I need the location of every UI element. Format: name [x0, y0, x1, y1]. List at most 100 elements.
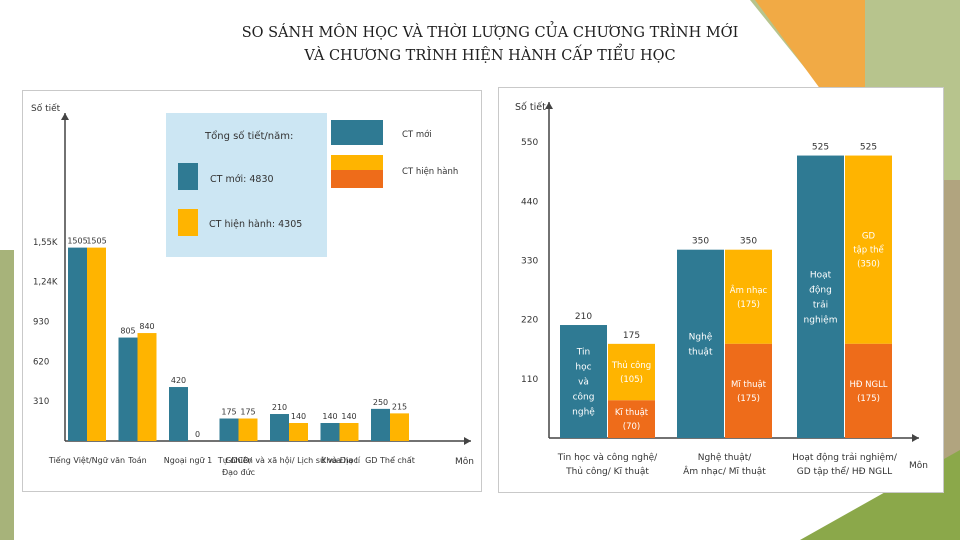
- bar-new-text: học: [575, 363, 591, 373]
- bar-new-text: nghệ: [572, 407, 595, 418]
- merged-subjects-stacked-chart: Số tiết Môn 110 220 330 440 550 210 Tin học và công…: [515, 102, 928, 477]
- y-tick-label: 310: [33, 397, 49, 407]
- data-label-current: 175: [240, 408, 255, 417]
- y-tick-label: 1,24K: [33, 278, 58, 288]
- x-category-label: Khoa học: [321, 456, 358, 465]
- bar-current: [87, 247, 106, 441]
- bar-current: [339, 423, 359, 441]
- bar-current-text: (105): [620, 375, 643, 385]
- legend-heading: Tổng số tiết/năm:: [204, 129, 293, 142]
- data-label-current: 1505: [86, 237, 106, 246]
- y-axis-arrow: [545, 102, 553, 109]
- data-label-current: 0: [195, 430, 200, 439]
- legend-current-swatch: [331, 155, 383, 170]
- x-category-label: Ngoại ngữ 1: [164, 456, 212, 466]
- data-label-new: 175: [221, 408, 236, 417]
- x-category-label: Nghệ thuật/: [698, 452, 753, 463]
- bar-current-segment: [608, 343, 655, 401]
- data-label-current: 140: [291, 412, 306, 421]
- x-axis-arrow: [912, 434, 919, 442]
- bar-current-text: Mĩ thuật: [731, 380, 767, 390]
- y-axis-arrow: [61, 113, 69, 120]
- legend-current-label: CT hiện hành: [402, 166, 458, 177]
- bar-current: [238, 418, 258, 441]
- bar-new-text: nghiệm: [804, 314, 838, 325]
- bar-current-text: GD: [862, 232, 876, 242]
- legend-new-swatch: [331, 120, 383, 145]
- bar-current-segment: [608, 400, 655, 438]
- y-tick-label: 220: [521, 316, 538, 326]
- bar-new-text: và: [578, 378, 589, 388]
- x-category-label: Tiếng Việt/Ngữ văn: [48, 455, 125, 465]
- x-category-label: GDCD/: [225, 456, 252, 465]
- data-label-new: 210: [575, 312, 592, 322]
- bar-current-text: (175): [737, 394, 760, 404]
- y-tick-label: 1,55K: [33, 238, 58, 248]
- bar-current-segment: [725, 343, 772, 438]
- x-category-label: Tự nhiên và xã hội/ Lịch sử và Địa lí: [217, 455, 361, 466]
- bar-current-text: tập thể: [853, 245, 884, 256]
- y-axis-label: Số tiết: [31, 103, 61, 114]
- x-category-label: Âm nhạc/ Mĩ thuật: [683, 465, 766, 477]
- bar-current-segment: [845, 343, 892, 438]
- slide-title-line-2: VÀ CHƯƠNG TRÌNH HIỆN HÀNH CẤP TIỂU HỌC: [304, 48, 676, 64]
- data-label-new: 140: [322, 412, 337, 421]
- bar-new: [169, 387, 188, 441]
- data-label-new: 420: [171, 376, 186, 385]
- bar-current-text: Âm nhạc: [730, 284, 768, 296]
- left-chart-panel: Số tiết Môn 310 620 930 1,24K 1,55K 1505 1505 Tiế…: [22, 90, 482, 492]
- x-category-label: Đạo đức: [222, 468, 255, 478]
- slide-title: SO SÁNH MÔN HỌC VÀ THỜI LƯỢNG CỦA CHƯƠNG…: [150, 22, 830, 68]
- bar-current-segment: [845, 155, 892, 344]
- y-tick-label: 620: [33, 357, 49, 367]
- bar-new: [560, 325, 607, 438]
- y-tick-label: 330: [521, 256, 538, 266]
- data-label-current: 840: [139, 322, 154, 331]
- legend-total-new-swatch: [178, 163, 198, 190]
- bar-new: [797, 155, 844, 439]
- data-label-current: 140: [341, 412, 356, 421]
- data-label-new: 350: [692, 237, 709, 247]
- slide-title-line-1: SO SÁNH MÔN HỌC VÀ THỜI LƯỢNG CỦA CHƯƠNG…: [241, 25, 739, 41]
- y-tick-label: 550: [521, 138, 538, 148]
- bar-current-text: Thủ công: [611, 360, 651, 371]
- legend-new-label: CT mới: [402, 129, 432, 140]
- data-label-current: 175: [623, 331, 640, 341]
- data-label-new: 525: [812, 143, 829, 153]
- bar-current-text: (350): [857, 260, 880, 270]
- x-category-label: Thủ công/ Kĩ thuật: [565, 466, 649, 477]
- x-category-label: GD Thể chất: [365, 455, 415, 465]
- bar-new: [677, 249, 724, 438]
- bar-current-segment: [725, 249, 772, 344]
- y-tick-label: 110: [521, 375, 538, 385]
- bar-new-text: Nghệ: [689, 331, 713, 342]
- bar-current-text: (175): [737, 300, 760, 310]
- x-axis-arrow: [464, 437, 471, 445]
- legend-total-current-swatch: [178, 209, 198, 236]
- bar-new: [371, 408, 390, 441]
- bar-new-text: động: [809, 284, 832, 295]
- data-label-new: 1505: [67, 237, 87, 246]
- x-category-label: Toán: [127, 456, 146, 465]
- decor-left-edge: [0, 250, 14, 540]
- bar-new-text: công: [573, 392, 595, 403]
- bar-current-text: HĐ NGLL: [849, 380, 887, 390]
- bar-current: [390, 413, 409, 441]
- data-label-current: 215: [392, 402, 407, 411]
- bar-new-text: Tin: [576, 348, 590, 358]
- bar-new: [270, 414, 289, 441]
- x-axis-label: Môn: [455, 456, 474, 467]
- y-axis-label: Số tiết: [515, 102, 546, 113]
- x-category-label: GD tập thể/ HĐ NGLL: [797, 466, 892, 477]
- bar-new: [118, 337, 138, 441]
- data-label-new: 805: [120, 327, 135, 336]
- y-tick-label: 440: [521, 197, 538, 207]
- bar-new-text: Hoạt: [810, 270, 832, 280]
- bar-new: [219, 418, 239, 441]
- data-label-new: 210: [272, 403, 287, 412]
- legend-total-current: CT hiện hành: 4305: [209, 219, 302, 230]
- bar-current-text: Kĩ thuật: [615, 408, 649, 418]
- bar-new-text: thuật: [689, 347, 713, 357]
- x-category-label: Tin học và công nghệ/: [557, 452, 658, 463]
